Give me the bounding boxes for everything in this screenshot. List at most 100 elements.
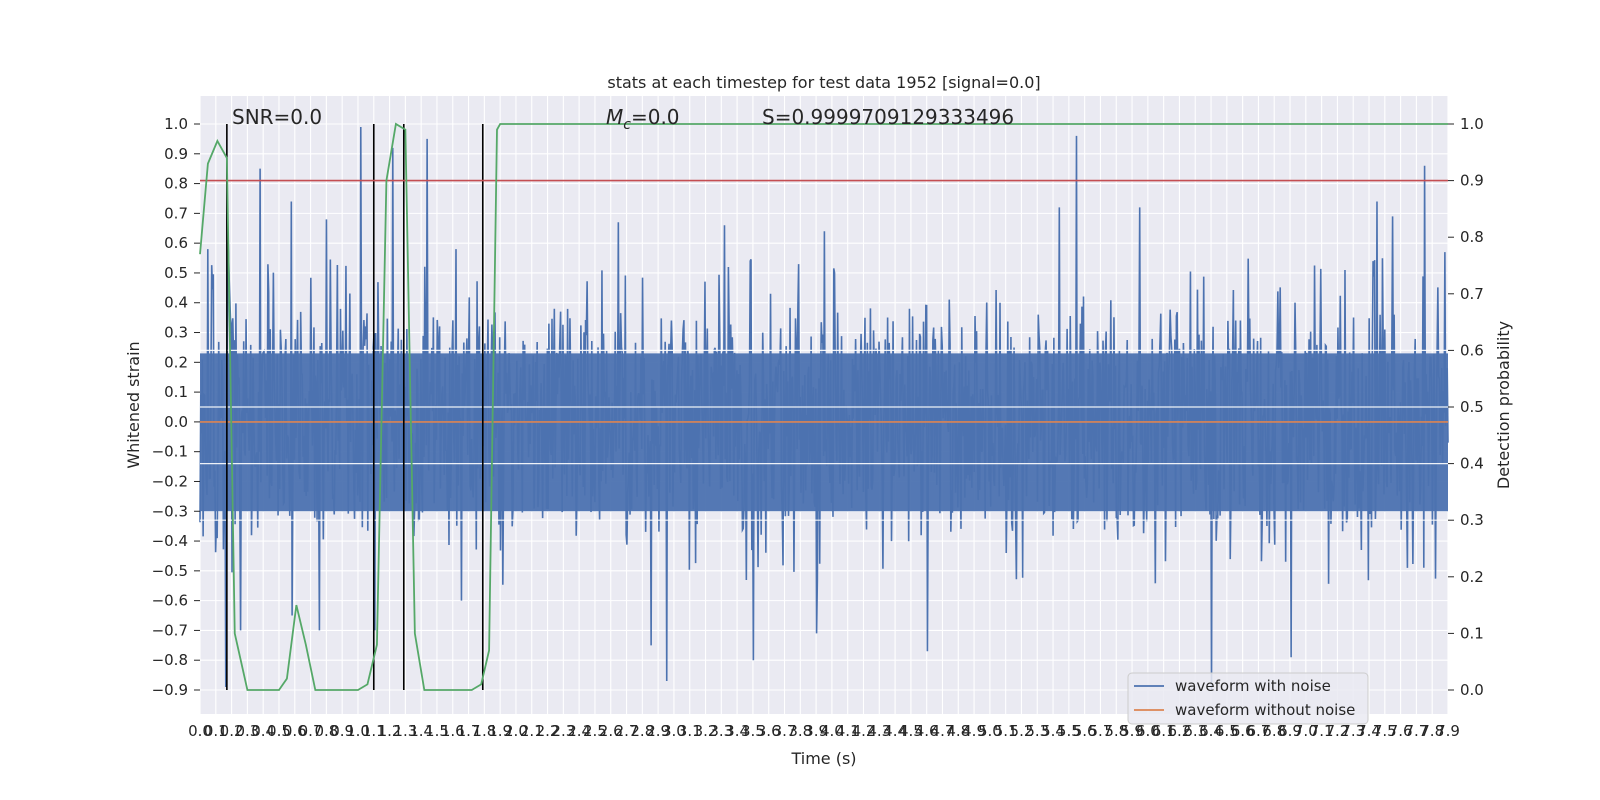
y-tick-label: −0.2 bbox=[152, 472, 188, 490]
x-tick-label: 6.2 bbox=[1168, 722, 1192, 740]
x-tick-label: 3.8 bbox=[788, 722, 812, 740]
y2-tick-label: 0.7 bbox=[1460, 285, 1484, 303]
legend-label-clean: waveform without noise bbox=[1175, 701, 1355, 719]
x-tick-label: 1.2 bbox=[378, 722, 402, 740]
y-tick-label: −0.8 bbox=[152, 651, 188, 669]
noise-core-band bbox=[200, 353, 1448, 512]
x-tick-label: 4.9 bbox=[962, 722, 986, 740]
x-tick-label: 6.7 bbox=[1247, 722, 1271, 740]
x-tick-label: 0.6 bbox=[283, 722, 307, 740]
x-tick-label: 3.3 bbox=[709, 722, 733, 740]
x-tick-label: 0.9 bbox=[330, 722, 354, 740]
y2-axis-label: Detection probability bbox=[1494, 321, 1513, 489]
x-tick-label: 1.7 bbox=[457, 722, 481, 740]
x-tick-label: 7.5 bbox=[1373, 722, 1397, 740]
x-tick-label: 3.4 bbox=[725, 722, 749, 740]
x-tick-label: 4.0 bbox=[820, 722, 844, 740]
x-tick-label: 6.8 bbox=[1262, 722, 1286, 740]
x-tick-label: 2.2 bbox=[536, 722, 560, 740]
y-tick-label: 0.4 bbox=[164, 294, 188, 312]
x-tick-label: 4.6 bbox=[915, 722, 939, 740]
x-tick-label: 1.9 bbox=[488, 722, 512, 740]
x-tick-label: 5.5 bbox=[1057, 722, 1081, 740]
y-tick-label: −0.1 bbox=[152, 443, 188, 461]
y2-tick-label: 0.6 bbox=[1460, 341, 1484, 359]
x-tick-label: 4.3 bbox=[867, 722, 891, 740]
x-tick-label: 0.0 bbox=[188, 722, 212, 740]
x-tick-label: 0.1 bbox=[204, 722, 228, 740]
y-tick-label: 0.1 bbox=[164, 383, 188, 401]
x-tick-label: 7.2 bbox=[1325, 722, 1349, 740]
x-tick-label: 7.3 bbox=[1341, 722, 1365, 740]
y-tick-label: 0.5 bbox=[164, 264, 188, 282]
annotation-mc-sub: c bbox=[623, 117, 631, 133]
y2-tick-label: 0.2 bbox=[1460, 568, 1484, 586]
y-tick-label: 0.8 bbox=[164, 175, 188, 193]
annotation-mc: Mc=0.0 bbox=[606, 105, 680, 133]
x-tick-label: 3.5 bbox=[741, 722, 765, 740]
axes: 1.00.90.80.70.60.50.40.30.20.10.0−0.1−0.… bbox=[152, 115, 1484, 740]
annotation-snr: SNR=0.0 bbox=[232, 105, 322, 129]
y-tick-label: −0.5 bbox=[152, 562, 188, 580]
x-tick-label: 4.2 bbox=[852, 722, 876, 740]
x-tick-label: 0.2 bbox=[220, 722, 244, 740]
x-tick-label: 6.1 bbox=[1152, 722, 1176, 740]
x-tick-label: 4.4 bbox=[883, 722, 907, 740]
x-tick-label: 5.3 bbox=[1025, 722, 1049, 740]
y-tick-label: −0.7 bbox=[152, 621, 188, 639]
y2-tick-label: 0.4 bbox=[1460, 455, 1484, 473]
x-tick-label: 5.6 bbox=[1073, 722, 1097, 740]
x-tick-label: 5.1 bbox=[994, 722, 1018, 740]
y-tick-label: 0.3 bbox=[164, 324, 188, 342]
legend: waveform with noise waveform without noi… bbox=[1127, 672, 1369, 725]
x-tick-label: 4.7 bbox=[931, 722, 955, 740]
x-tick-label: 2.5 bbox=[583, 722, 607, 740]
x-tick-label: 2.7 bbox=[615, 722, 639, 740]
x-tick-label: 1.0 bbox=[346, 722, 370, 740]
y2-tick-label: 1.0 bbox=[1460, 115, 1484, 133]
y-tick-label: 0.2 bbox=[164, 353, 188, 371]
x-tick-label: 4.5 bbox=[899, 722, 923, 740]
y2-tick-label: 0.5 bbox=[1460, 398, 1484, 416]
x-tick-label: 5.9 bbox=[1120, 722, 1144, 740]
y-tick-label: −0.4 bbox=[152, 532, 188, 550]
x-tick-label: 5.2 bbox=[1010, 722, 1034, 740]
x-tick-label: 3.9 bbox=[804, 722, 828, 740]
y2-tick-label: 0.1 bbox=[1460, 624, 1484, 642]
x-tick-label: 5.0 bbox=[978, 722, 1002, 740]
y2-tick-label: 0.8 bbox=[1460, 228, 1484, 246]
x-tick-label: 7.9 bbox=[1436, 722, 1460, 740]
x-tick-label: 7.4 bbox=[1357, 722, 1381, 740]
x-tick-label: 4.8 bbox=[946, 722, 970, 740]
y-tick-label: −0.9 bbox=[152, 681, 188, 699]
y-tick-label: 0.0 bbox=[164, 413, 188, 431]
x-tick-label: 0.4 bbox=[251, 722, 275, 740]
x-tick-label: 2.0 bbox=[504, 722, 528, 740]
x-tick-label: 3.6 bbox=[757, 722, 781, 740]
x-tick-label: 2.9 bbox=[646, 722, 670, 740]
x-tick-label: 6.0 bbox=[1136, 722, 1160, 740]
annotation-mc-value: =0.0 bbox=[631, 105, 680, 129]
y2-tick-label: 0.0 bbox=[1460, 681, 1484, 699]
x-tick-label: 3.1 bbox=[678, 722, 702, 740]
x-tick-label: 2.6 bbox=[599, 722, 623, 740]
y-tick-label: 0.9 bbox=[164, 145, 188, 163]
x-tick-label: 3.0 bbox=[662, 722, 686, 740]
y2-tick-label: 0.9 bbox=[1460, 172, 1484, 190]
x-tick-label: 2.3 bbox=[551, 722, 575, 740]
x-tick-label: 1.8 bbox=[472, 722, 496, 740]
x-tick-label: 1.6 bbox=[441, 722, 465, 740]
x-tick-label: 7.7 bbox=[1404, 722, 1428, 740]
y-tick-label: −0.3 bbox=[152, 502, 188, 520]
annotation-mc-symbol: M bbox=[606, 105, 623, 129]
event-vertical-lines bbox=[226, 124, 484, 690]
x-tick-label: 2.4 bbox=[567, 722, 591, 740]
x-tick-label: 7.0 bbox=[1294, 722, 1318, 740]
legend-label-noise: waveform with noise bbox=[1175, 677, 1331, 695]
x-tick-label: 6.6 bbox=[1231, 722, 1255, 740]
x-tick-label: 0.8 bbox=[314, 722, 338, 740]
x-tick-label: 6.5 bbox=[1215, 722, 1239, 740]
x-tick-label: 0.7 bbox=[299, 722, 323, 740]
y-tick-label: −0.6 bbox=[152, 592, 188, 610]
x-tick-label: 6.9 bbox=[1278, 722, 1302, 740]
